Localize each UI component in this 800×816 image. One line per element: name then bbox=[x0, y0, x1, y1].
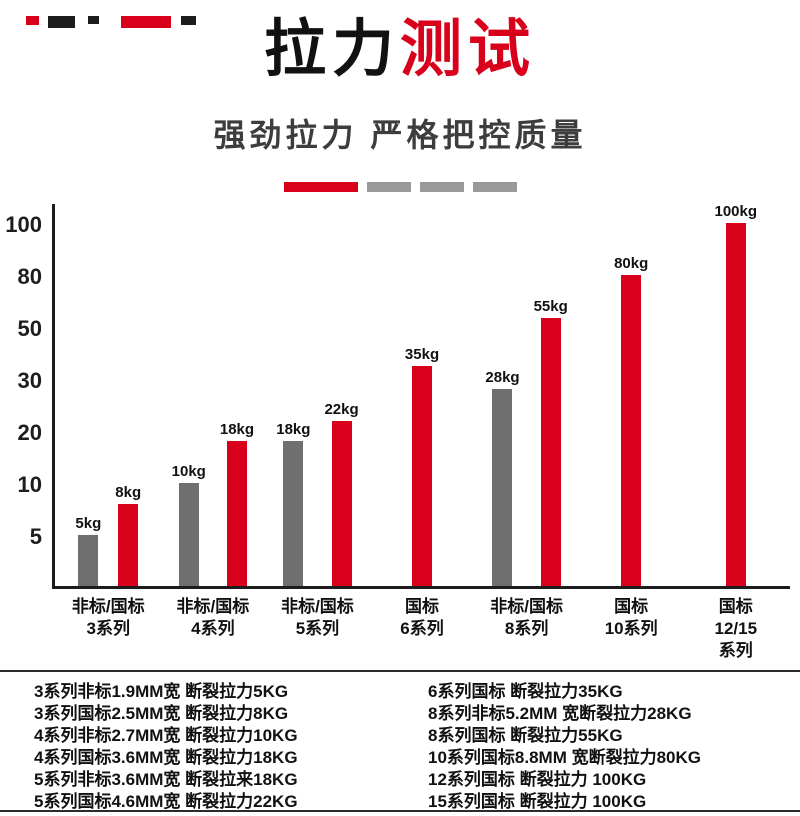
bar-value-label: 100kg bbox=[714, 203, 758, 221]
spec-line: 4系列非标2.7MM宽 断裂拉力10KG bbox=[34, 726, 298, 746]
y-axis-tick: 80 bbox=[17, 264, 42, 290]
top-edge-marks bbox=[0, 16, 800, 30]
title-part-red: 测试 bbox=[400, 15, 537, 84]
spec-line: 8系列国标 断裂拉力55KG bbox=[428, 726, 623, 746]
spec-line: 5系列非标3.6MM宽 断裂拉来18KG bbox=[34, 770, 298, 790]
bar-with-label: 55kg bbox=[533, 298, 568, 588]
bar-with-label: 35kg bbox=[404, 346, 440, 588]
spec-line: 10系列国标8.8MM 宽断裂拉力80KG bbox=[428, 748, 701, 768]
bar-group: 80kg bbox=[579, 255, 684, 588]
bar-gray bbox=[283, 441, 304, 588]
y-axis-tick: 100 bbox=[5, 212, 42, 238]
x-axis-line bbox=[52, 586, 790, 590]
divider-segment-gray bbox=[366, 182, 411, 193]
y-axis-tick: 10 bbox=[17, 472, 42, 498]
y-axis-tick: 5 bbox=[29, 524, 42, 550]
top-edge-mark bbox=[48, 16, 75, 28]
y-axis-tick: 30 bbox=[17, 368, 42, 394]
bar-with-label: 22kg bbox=[324, 401, 359, 588]
bar-red bbox=[226, 441, 247, 588]
bar-groups: 5kg 8kg 10kg 18kg 18kg 22kg 35kg 28kg 55kg 80kg 10… bbox=[56, 203, 788, 588]
spec-line: 4系列国标3.6MM宽 断裂拉力18KG bbox=[34, 748, 298, 768]
bar-value-label: 80kg bbox=[614, 255, 649, 273]
top-edge-mark bbox=[26, 16, 39, 25]
spec-line: 6系列国标 断裂拉力35KG bbox=[428, 682, 623, 702]
bar-gray bbox=[492, 389, 513, 588]
spec-list: 3系列非标1.9MM宽 断裂拉力5KG 3系列国标2.5MM宽 断裂拉力8KG … bbox=[0, 670, 800, 813]
bar-with-label: 5kg bbox=[75, 515, 102, 588]
bar-value-label: 8kg bbox=[115, 484, 142, 502]
bar-group: 10kg 18kg bbox=[161, 421, 266, 588]
bar-value-label: 5kg bbox=[75, 515, 102, 533]
divider-segment-gray bbox=[419, 182, 464, 193]
bar-red bbox=[412, 366, 433, 588]
bar-value-label: 10kg bbox=[171, 463, 206, 481]
top-edge-mark bbox=[121, 16, 171, 28]
y-axis-tick: 20 bbox=[17, 420, 42, 446]
bar-red bbox=[621, 275, 642, 588]
bar-gray bbox=[78, 535, 99, 588]
bar-red bbox=[331, 421, 352, 588]
spec-line: 8系列非标5.2MM 宽断裂拉力28KG bbox=[428, 704, 692, 724]
bar-gray bbox=[178, 483, 199, 588]
divider-segment-red bbox=[283, 182, 358, 193]
spec-list-right: 6系列国标 断裂拉力35KG 8系列非标5.2MM 宽断裂拉力28KG 8系列国… bbox=[400, 681, 800, 813]
page-title: 拉力测试 bbox=[0, 15, 800, 84]
bar-group: 100kg bbox=[683, 203, 788, 588]
bottom-border-line bbox=[0, 810, 800, 812]
category-label: 国标 10系列 bbox=[604, 597, 658, 639]
bar-group: 35kg bbox=[370, 346, 475, 588]
bar-value-label: 18kg bbox=[276, 421, 311, 439]
bar-with-label: 100kg bbox=[714, 203, 758, 588]
bar-red bbox=[725, 223, 746, 588]
spec-list-left: 3系列非标1.9MM宽 断裂拉力5KG 3系列国标2.5MM宽 断裂拉力8KG … bbox=[0, 681, 400, 813]
y-axis-ticks: 100 80 50 30 20 10 5 bbox=[0, 204, 46, 589]
bar-value-label: 18kg bbox=[219, 421, 255, 439]
bar-group: 5kg 8kg bbox=[56, 484, 161, 588]
category-label: 非标/国标 4系列 bbox=[176, 597, 250, 639]
top-edge-mark bbox=[181, 16, 196, 25]
bar-with-label: 8kg bbox=[115, 484, 142, 588]
plot-area: 100 80 50 30 20 10 5 5kg 8kg 10kg 18kg 18kg 22kg 35k… bbox=[0, 203, 790, 590]
top-edge-mark bbox=[88, 16, 99, 24]
spec-line: 12系列国标 断裂拉力 100KG bbox=[428, 770, 647, 790]
bar-with-label: 80kg bbox=[614, 255, 649, 588]
divider-segment-gray bbox=[472, 182, 517, 193]
bar-value-label: 55kg bbox=[533, 298, 568, 316]
bar-group: 18kg 22kg bbox=[265, 401, 370, 588]
bar-chart: 100 80 50 30 20 10 5 5kg 8kg 10kg 18kg 18kg 22kg 35k… bbox=[0, 203, 800, 662]
bar-with-label: 28kg bbox=[485, 369, 520, 588]
page-subtitle: 强劲拉力 严格把控质量 bbox=[213, 117, 587, 154]
bar-value-label: 35kg bbox=[404, 346, 440, 364]
title-part-black: 拉力 bbox=[263, 15, 400, 84]
bar-group: 28kg 55kg bbox=[474, 298, 579, 588]
bar-value-label: 22kg bbox=[324, 401, 359, 419]
bar-with-label: 18kg bbox=[219, 421, 255, 588]
category-label: 非标/国标 5系列 bbox=[281, 597, 354, 639]
category-label: 非标/国标 8系列 bbox=[490, 597, 563, 639]
bar-red bbox=[540, 318, 561, 588]
bar-with-label: 18kg bbox=[276, 421, 311, 588]
category-label: 国标 6系列 bbox=[400, 597, 444, 639]
bar-with-label: 10kg bbox=[171, 463, 206, 588]
x-axis-category-labels: 非标/国标 3系列 非标/国标 4系列 非标/国标 5系列 国标 6系列 非标/国标 8系列 国标 1… bbox=[56, 596, 788, 662]
bar-red bbox=[118, 504, 139, 588]
bar-value-label: 28kg bbox=[485, 369, 520, 387]
category-label: 国标 12/15 系列 bbox=[714, 597, 758, 661]
decorative-divider bbox=[0, 182, 800, 193]
y-axis-tick: 50 bbox=[17, 316, 42, 342]
y-axis-line bbox=[52, 204, 55, 590]
spec-line: 3系列国标2.5MM宽 断裂拉力8KG bbox=[34, 704, 289, 724]
spec-line: 3系列非标1.9MM宽 断裂拉力5KG bbox=[34, 682, 289, 702]
category-label: 非标/国标 3系列 bbox=[71, 597, 145, 639]
